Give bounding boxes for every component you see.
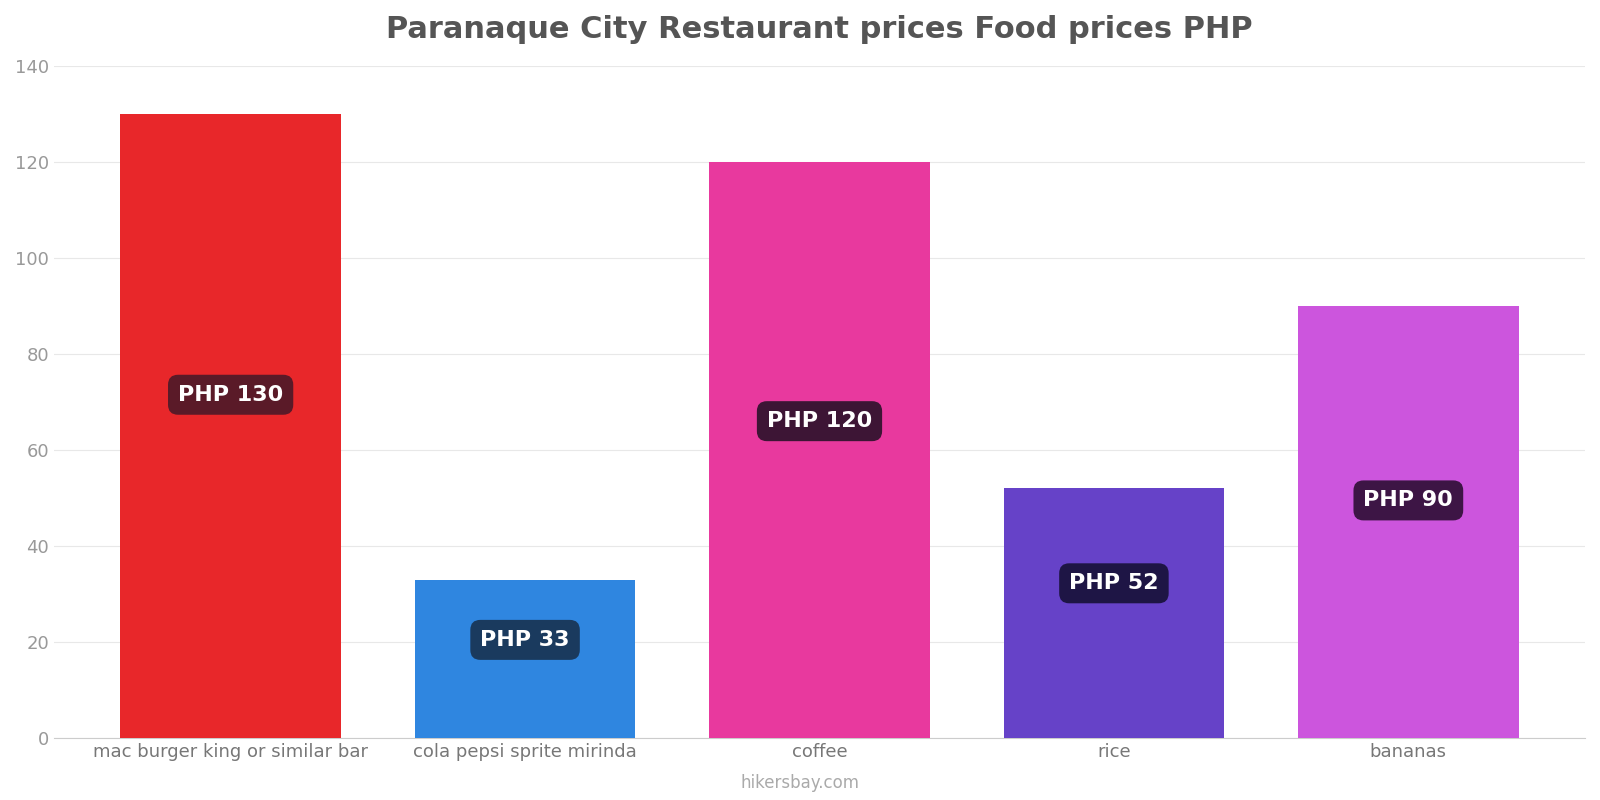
- Text: PHP 120: PHP 120: [766, 411, 872, 431]
- Bar: [120, 114, 341, 738]
- Title: Paranaque City Restaurant prices Food prices PHP: Paranaque City Restaurant prices Food pr…: [386, 15, 1253, 44]
- Bar: [414, 580, 635, 738]
- Bar: [1298, 306, 1518, 738]
- Text: hikersbay.com: hikersbay.com: [741, 774, 859, 792]
- Text: PHP 33: PHP 33: [480, 630, 570, 650]
- Bar: [1003, 489, 1224, 738]
- Text: PHP 52: PHP 52: [1069, 574, 1158, 594]
- Text: PHP 90: PHP 90: [1363, 490, 1453, 510]
- Text: PHP 130: PHP 130: [178, 385, 283, 405]
- Bar: [709, 162, 930, 738]
